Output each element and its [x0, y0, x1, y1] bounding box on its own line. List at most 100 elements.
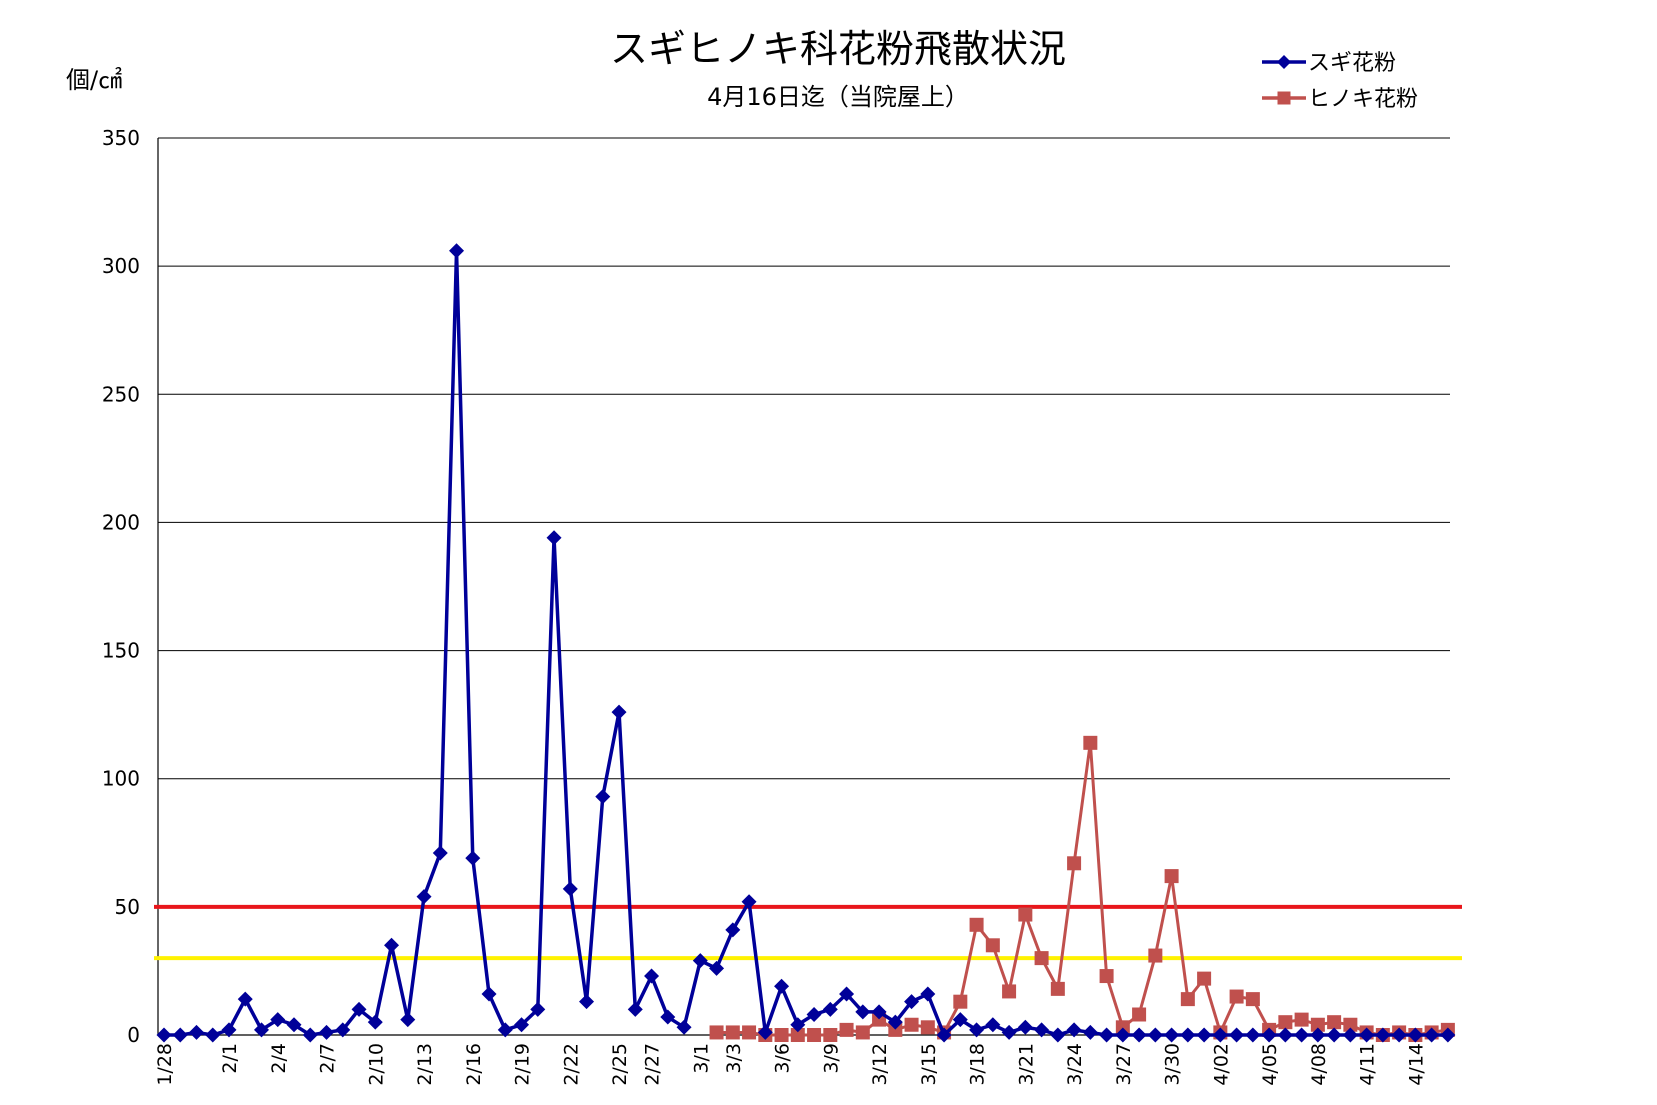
- y-tick-label: 50: [115, 895, 140, 919]
- data-point: [546, 530, 562, 546]
- data-point: [465, 850, 481, 866]
- y-tick-labels: 0 50 100 150 200 250 300 350: [102, 126, 140, 1047]
- x-tick-label: 3/24: [1064, 1043, 1086, 1086]
- data-point: [1147, 1027, 1163, 1043]
- grid-lines: [157, 137, 1450, 1036]
- data-point: [595, 789, 611, 805]
- data-point: [1327, 1015, 1342, 1030]
- data-point: [1407, 1027, 1423, 1043]
- data-point: [156, 1027, 172, 1043]
- data-point: [1099, 969, 1114, 984]
- data-point: [741, 894, 757, 910]
- data-point: [790, 1017, 806, 1033]
- x-tick-label: 2/13: [414, 1043, 436, 1086]
- data-point: [1002, 984, 1017, 999]
- data-point: [1197, 971, 1212, 986]
- y-tick-label: 0: [127, 1023, 140, 1047]
- data-point: [1375, 1027, 1391, 1043]
- x-tick-label: 2/7: [317, 1043, 339, 1074]
- data-point: [774, 978, 790, 994]
- data-point: [1083, 735, 1098, 750]
- data-point: [1278, 1015, 1293, 1030]
- data-point: [1066, 1022, 1082, 1038]
- data-point: [416, 889, 432, 905]
- data-point: [855, 1025, 870, 1040]
- data-point: [1294, 1027, 1310, 1043]
- data-point: [1277, 1027, 1293, 1043]
- data-point: [1164, 1027, 1180, 1043]
- x-tick-label: 3/9: [820, 1043, 842, 1074]
- data-point: [1017, 1019, 1033, 1035]
- data-point: [823, 1028, 838, 1042]
- x-tick-label: 2/4: [268, 1043, 290, 1074]
- data-point: [1391, 1027, 1407, 1043]
- data-point: [1001, 1024, 1017, 1040]
- y-tick-label: 200: [102, 510, 140, 534]
- y-tick-label: 300: [102, 254, 140, 278]
- data-point: [1115, 1020, 1130, 1035]
- x-tick-label: 3/12: [869, 1043, 891, 1086]
- data-point: [481, 986, 497, 1002]
- data-point: [871, 1004, 887, 1020]
- data-point: [627, 1001, 643, 1017]
- data-point: [335, 1022, 351, 1038]
- data-point: [676, 1019, 692, 1035]
- y-tick-label: 250: [102, 382, 140, 406]
- data-point: [888, 1022, 903, 1037]
- chart-subtitle: 4月16日迄（当院屋上）: [707, 83, 969, 111]
- data-point: [449, 243, 465, 259]
- data-point: [807, 1028, 822, 1042]
- x-tick-label: 2/10: [365, 1043, 387, 1086]
- data-point: [822, 1001, 838, 1017]
- data-point: [1310, 1017, 1325, 1032]
- legend-marker: [1277, 55, 1291, 69]
- data-point: [1115, 1027, 1131, 1043]
- data-point: [1050, 1027, 1066, 1043]
- data-point: [1180, 1027, 1196, 1043]
- data-point: [1067, 856, 1082, 871]
- data-point: [692, 953, 708, 969]
- data-point: [1180, 992, 1195, 1007]
- x-tick-labels: 1/28 2/1 2/4 2/7 2/10 2/13 2/16 2/19 2/22 2/25 2/2…: [154, 1043, 1427, 1086]
- y-axis-unit: 個/㎠: [66, 66, 122, 94]
- x-tick-label: 3/3: [723, 1043, 745, 1074]
- data-point: [725, 922, 741, 938]
- data-point: [1359, 1027, 1375, 1043]
- data-point: [952, 1012, 968, 1028]
- data-point: [1212, 1027, 1228, 1043]
- data-point: [1018, 907, 1033, 922]
- y-tick-label: 100: [102, 767, 140, 791]
- legend-label: ヒノキ花粉: [1308, 87, 1418, 112]
- data-point: [351, 1001, 367, 1017]
- data-point: [839, 986, 855, 1002]
- x-tick-label: 2/16: [463, 1043, 485, 1086]
- x-tick-label: 3/6: [772, 1043, 794, 1074]
- data-point: [205, 1027, 221, 1043]
- data-point: [709, 960, 725, 976]
- x-tick-label: 4/11: [1357, 1043, 1379, 1086]
- data-point: [985, 938, 1000, 953]
- data-point: [530, 1001, 546, 1017]
- data-point: [172, 1027, 188, 1043]
- data-point: [1342, 1027, 1358, 1043]
- data-point: [644, 968, 660, 984]
- chart-title: スギヒノキ科花粉飛散状況: [610, 27, 1066, 71]
- data-point: [887, 1014, 903, 1030]
- series-1: [156, 243, 1456, 1043]
- x-tick-label: 3/15: [918, 1043, 940, 1086]
- data-point: [920, 986, 936, 1002]
- data-point: [562, 881, 578, 897]
- data-point: [1034, 951, 1049, 966]
- data-point: [270, 1012, 286, 1028]
- data-point: [1050, 981, 1065, 996]
- data-point: [1440, 1027, 1456, 1043]
- reference-lines: [154, 904, 1462, 961]
- x-tick-label: 2/1: [219, 1043, 241, 1074]
- data-point: [757, 1024, 773, 1040]
- data-point: [189, 1024, 205, 1040]
- data-point: [1245, 1027, 1261, 1043]
- data-point: [953, 994, 968, 1009]
- x-tick-label: 2/25: [609, 1043, 631, 1086]
